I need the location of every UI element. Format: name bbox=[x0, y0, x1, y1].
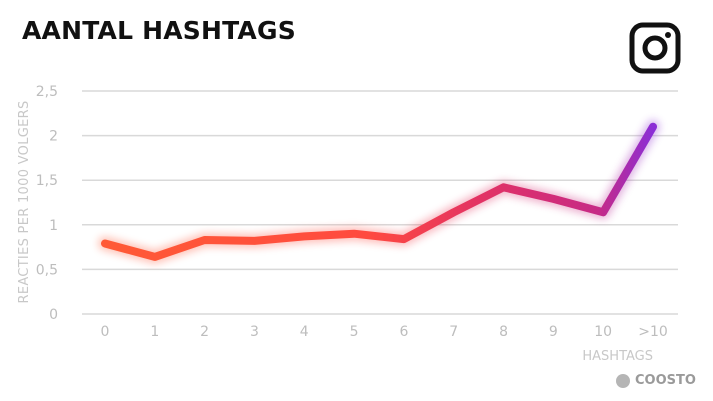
y-tick-labels: 0 0,5 1 1,5 2 2,5 bbox=[36, 84, 58, 323]
x-tick-label: 7 bbox=[449, 324, 458, 340]
x-tick-label: 5 bbox=[350, 324, 359, 340]
series-line bbox=[98, 119, 660, 264]
grid-lines bbox=[82, 90, 678, 315]
x-tick-label: 4 bbox=[300, 324, 309, 340]
x-tick-labels: 0 1 2 3 4 5 6 7 8 9 10 >10 bbox=[101, 324, 668, 340]
x-tick-label: 3 bbox=[250, 324, 259, 340]
x-axis-label: HASHTAGS bbox=[582, 349, 653, 364]
y-tick-label: 1 bbox=[49, 218, 58, 234]
y-axis-label: REACTIES PER 1000 VOLGERS bbox=[17, 100, 32, 303]
x-tick-label: 6 bbox=[399, 324, 408, 340]
x-tick-label: 1 bbox=[150, 324, 159, 340]
y-tick-label: 2 bbox=[49, 129, 58, 145]
x-tick-label: 8 bbox=[499, 324, 508, 340]
brand-name: COOSTO bbox=[635, 373, 696, 388]
y-tick-label: 2,5 bbox=[36, 84, 58, 100]
x-tick-label: >10 bbox=[638, 324, 668, 340]
x-tick-label: 2 bbox=[200, 324, 209, 340]
brand-logo: COOSTO bbox=[616, 373, 696, 388]
x-tick-label: 10 bbox=[594, 324, 612, 340]
y-tick-label: 0,5 bbox=[36, 262, 58, 278]
x-tick-label: 0 bbox=[101, 324, 110, 340]
coosto-logo-icon bbox=[616, 373, 630, 388]
y-tick-label: 1,5 bbox=[36, 173, 58, 189]
x-tick-label: 9 bbox=[549, 324, 558, 340]
instagram-icon bbox=[629, 22, 681, 74]
y-tick-label: 0 bbox=[49, 307, 58, 323]
chart-title: AANTAL HASHTAGS bbox=[22, 16, 296, 45]
series-line-path bbox=[101, 122, 657, 261]
